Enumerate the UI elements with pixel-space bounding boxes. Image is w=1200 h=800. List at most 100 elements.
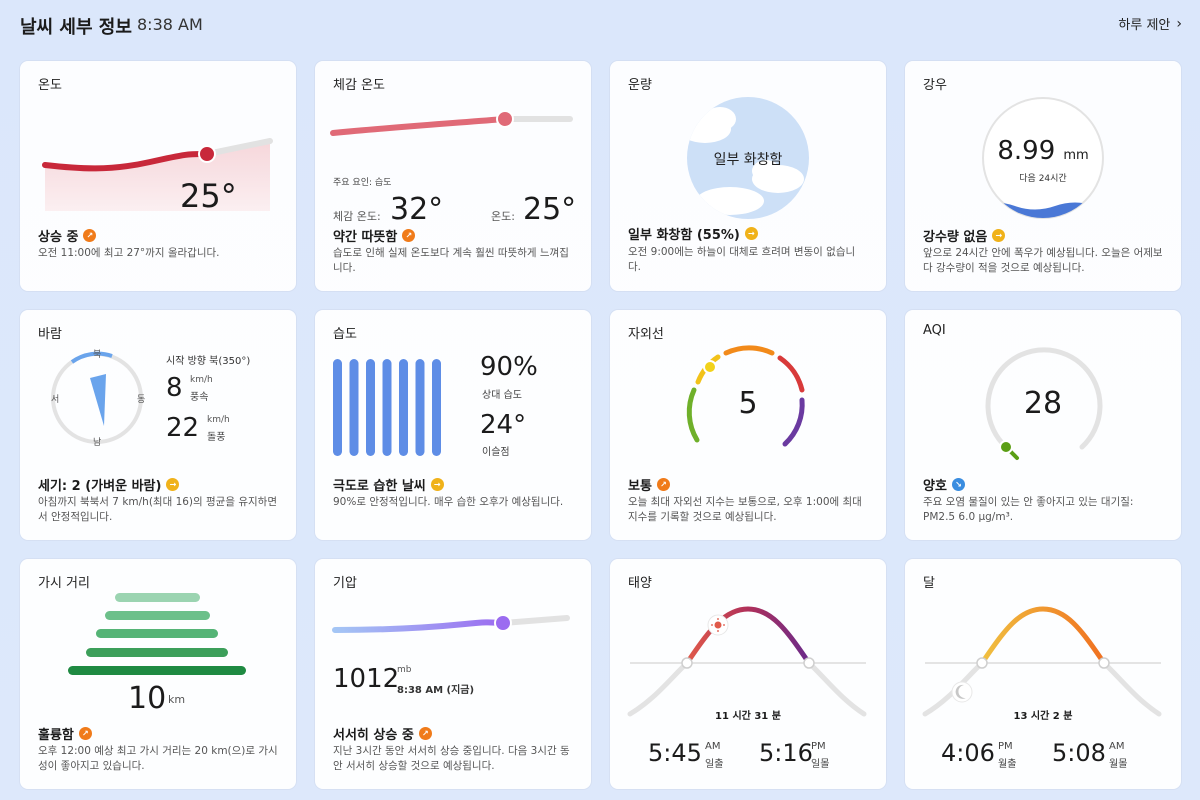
card-title: 자외선 <box>628 327 664 342</box>
humidity-bar <box>432 359 441 456</box>
visibility-bar <box>68 666 246 675</box>
visibility-unit: km <box>168 693 186 706</box>
aqi-status: 양호 ↘ <box>923 475 965 494</box>
pressure-status-text: 서서히 상승 중 <box>333 728 414 743</box>
stable-icon: → <box>992 229 1006 242</box>
visibility-bar <box>96 629 218 638</box>
card-title: 체감 온도 <box>333 78 385 93</box>
pressure-card[interactable]: 기압 1012 mb 8:38 AM (지금) 서서히 상승 중 ↗ 지난 3시… <box>315 559 591 789</box>
cloud-status: 일부 화창함 (55%) → <box>628 224 758 243</box>
uv-indicator-dot <box>703 360 717 374</box>
card-title: 바람 <box>38 327 62 342</box>
compass-north: 북 <box>93 350 102 360</box>
card-title: 달 <box>923 576 935 591</box>
visibility-bar <box>115 593 200 602</box>
pressure-desc: 지난 3시간 동안 서서히 상승 중입니다. 다음 3시간 동안 서서히 상승할… <box>333 745 570 772</box>
wind-gust: 22 <box>166 413 200 443</box>
temperature-card[interactable]: 온도 25° 상승 중 ↗ 오전 11:00에 최고 27°까지 올라갑니다. <box>20 61 296 291</box>
humidity-status-text: 극도로 습한 날씨 <box>333 479 426 494</box>
sunrise-label: 일출 <box>705 759 724 770</box>
temperature-value: 25° <box>180 177 237 215</box>
moon-duration: 13 시간 2 분 <box>1013 711 1073 722</box>
uv-status: 보통 ↗ <box>628 475 670 494</box>
cloud-label: 일부 화창함 <box>713 152 783 168</box>
wind-desc: 아침까지 북북서 7 km/h(최대 16)의 평균을 유지하면서 안정적입니다… <box>38 496 277 523</box>
visibility-value: 10 <box>128 681 167 716</box>
card-title: 강우 <box>923 78 947 93</box>
sunset-time: 5:16 <box>759 739 813 767</box>
stable-icon: → <box>744 227 758 240</box>
humidity-bar <box>366 359 375 456</box>
header: 날씨 세부 정보 8:38 AM 하루 제안 › <box>0 0 1200 50</box>
actual-temp-label: 온도: <box>491 210 515 223</box>
moon-card[interactable]: 달 13 시간 2 분 4:06 PM 월출 5:08 AM 월몰 <box>905 559 1181 789</box>
visibility-card[interactable]: 가시 거리 10 km 훌륭함 ↗ 오후 12:00 예상 최고 가시 거리는 … <box>20 559 296 789</box>
pressure-current-dot <box>494 614 512 632</box>
feels-like-desc: 습도로 인해 실제 온도보다 계속 훨씬 따뜻하게 느껴집니다. <box>333 247 569 274</box>
card-title: 태양 <box>628 576 652 591</box>
wind-gust-unit: km/h <box>207 415 230 425</box>
temperature-graph <box>42 138 273 211</box>
uv-segment-low <box>686 387 700 443</box>
uv-value: 5 <box>738 386 758 421</box>
aqi-card[interactable]: AQI 28 양호 ↘ 주요 오염 물질이 있는 안 좋아지고 있는 대기질: … <box>905 310 1181 540</box>
feels-like-current-dot <box>496 110 514 128</box>
card-title: 습도 <box>333 327 357 342</box>
feels-like-status-text: 약간 따뜻함 <box>333 230 398 245</box>
pressure-graph <box>332 614 570 633</box>
uv-card[interactable]: 자외선 5 보통 ↗ 오늘 최대 자외선 지수는 보통으로, 오후 1:00에 … <box>610 310 886 540</box>
humidity-status: 극도로 습한 날씨 → <box>333 475 444 494</box>
sunset-label: 일몰 <box>811 759 830 770</box>
visibility-bars <box>68 593 246 675</box>
aqi-desc: 주요 오염 물질이 있는 안 좋아지고 있는 대기질: PM2.5 6.0 μg… <box>923 496 1134 523</box>
aqi-status-text: 양호 <box>923 479 947 494</box>
wind-card[interactable]: 바람 북 남 동 서 시작 방향 북(350°) 8 km/h 풍속 22 km… <box>20 310 296 540</box>
card-title: AQI <box>923 323 946 338</box>
card-title: 온도 <box>38 78 62 93</box>
wind-compass <box>51 351 143 444</box>
sunrise-ampm: AM <box>705 741 721 752</box>
dew-point-value: 24° <box>480 410 527 440</box>
humidity-value-label: 상대 습도 <box>482 390 522 401</box>
rising-icon: ↗ <box>78 727 92 740</box>
aqi-value: 28 <box>1023 386 1063 421</box>
temperature-current-dot <box>198 145 216 163</box>
temperature-status-text: 상승 중 <box>38 230 79 245</box>
visibility-status-text: 훌륭함 <box>38 728 74 743</box>
wind-speed: 8 <box>166 373 183 403</box>
stable-icon: → <box>166 478 180 491</box>
rain-card[interactable]: 강우 8.99 mm 다음 24시간 강수량 없음 → 앞으로 24시간 안에 … <box>905 61 1181 291</box>
uv-segment-high <box>723 345 775 356</box>
visibility-status: 훌륭함 ↗ <box>38 724 92 743</box>
uv-gauge <box>686 345 805 447</box>
aqi-gauge <box>985 347 1103 460</box>
feels-like-line-past <box>330 116 508 136</box>
moonset-label: 월몰 <box>1109 759 1128 770</box>
sun-card[interactable]: 태양 11 시간 31 분 5:45 AM 일출 5:16 PM 일몰 <box>610 559 886 789</box>
rain-status: 강수량 없음 → <box>923 226 1006 245</box>
feels-like-factor: 주요 요인: 습도 <box>333 178 392 188</box>
moonrise-ampm: PM <box>998 741 1013 752</box>
temperature-line-past <box>42 150 210 172</box>
sunrise-time: 5:45 <box>648 739 702 767</box>
sun-duration: 11 시간 31 분 <box>715 711 781 722</box>
sunset-ampm: PM <box>811 741 826 752</box>
daily-suggestions-label: 하루 제안 <box>1118 18 1171 33</box>
daily-suggestions-link[interactable]: 하루 제안 › <box>1118 14 1182 34</box>
feels-like-graph <box>330 110 573 136</box>
compass-direction-arc <box>70 351 113 364</box>
cloud-status-text: 일부 화창함 (55%) <box>628 228 740 243</box>
temperature-desc: 오전 11:00에 최고 27°까지 올라갑니다. <box>38 247 220 259</box>
pressure-unit: mb <box>397 665 412 675</box>
dew-point-label: 이슬점 <box>482 447 510 458</box>
feels-like-card[interactable]: 체감 온도 주요 요인: 습도 체감 온도: 32° 온도: 25° 약간 따뜻… <box>315 61 591 291</box>
wind-speed-unit: km/h <box>190 375 213 385</box>
temperature-status: 상승 중 ↗ <box>38 226 97 245</box>
pressure-time: 8:38 AM (지금) <box>397 685 475 696</box>
moon-arc <box>979 606 1107 666</box>
falling-icon: ↘ <box>951 478 965 491</box>
rising-icon: ↗ <box>402 229 416 242</box>
cloud-card[interactable]: 운량 일부 화창함 일부 화창함 (55%) → 오전 9:00에는 하늘이 대… <box>610 61 886 291</box>
rain-status-text: 강수량 없음 <box>923 230 988 245</box>
humidity-card[interactable]: 습도 90% 상대 습도 24° 이슬점 극도로 습한 날씨 → 90%로 안정… <box>315 310 591 540</box>
